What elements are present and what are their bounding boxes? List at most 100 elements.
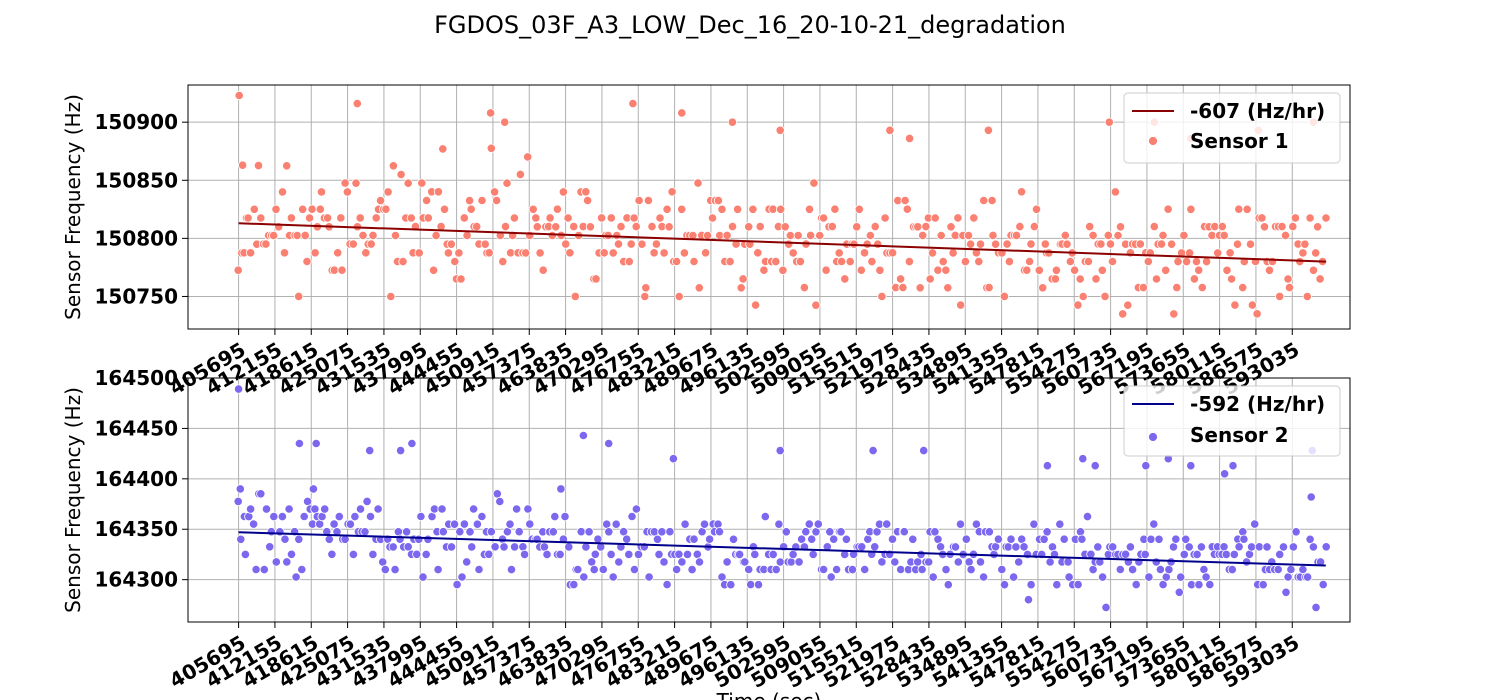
data-point <box>1219 542 1229 552</box>
data-point <box>771 564 781 575</box>
data-point <box>1031 204 1042 214</box>
data-point <box>1213 248 1223 258</box>
data-point <box>506 564 517 575</box>
data-point <box>916 549 926 560</box>
figure-title: FGDOS_03F_A3_LOW_Dec_16_20-10-21_degrada… <box>434 11 1066 39</box>
data-point <box>602 519 612 529</box>
data-point <box>485 108 496 118</box>
data-point <box>1110 187 1121 197</box>
data-point <box>1151 557 1161 567</box>
data-point <box>1135 239 1145 249</box>
data-point <box>845 256 855 267</box>
data-point <box>486 143 496 153</box>
y-axis-label-2: Sensor Frequency (Hz) <box>61 387 85 613</box>
data-point <box>403 178 413 188</box>
data-point <box>388 161 398 171</box>
data-point <box>371 213 381 223</box>
x-axis-label: Time (sec) <box>716 689 822 700</box>
data-point <box>606 213 616 223</box>
data-point <box>505 519 515 529</box>
data-point <box>345 519 355 529</box>
data-point <box>1311 248 1321 258</box>
data-point <box>840 274 850 284</box>
data-point <box>421 195 432 206</box>
data-point <box>1064 572 1074 582</box>
data-point <box>1014 557 1024 567</box>
data-point <box>421 549 431 560</box>
data-point <box>1096 239 1106 249</box>
data-point <box>414 248 424 258</box>
data-point <box>740 557 750 567</box>
y-tick-label: 164350 <box>95 517 179 541</box>
data-point <box>1113 230 1123 241</box>
data-point <box>726 580 736 590</box>
data-point <box>628 99 638 109</box>
data-point <box>856 265 866 275</box>
data-point <box>788 248 798 258</box>
data-point <box>727 117 738 127</box>
data-point <box>294 291 304 301</box>
data-point <box>304 213 315 223</box>
data-point <box>1176 572 1186 582</box>
data-point <box>722 557 732 567</box>
data-point <box>454 248 464 258</box>
data-point <box>997 564 1007 575</box>
data-point <box>299 511 309 522</box>
data-point <box>1277 222 1287 232</box>
data-point <box>674 549 684 559</box>
data-point <box>1055 519 1065 529</box>
data-point <box>280 534 290 544</box>
data-point <box>1156 239 1167 249</box>
data-point <box>608 248 618 258</box>
data-point <box>561 239 571 249</box>
data-point <box>1245 239 1256 249</box>
data-point <box>315 204 325 214</box>
data-point <box>1088 564 1098 575</box>
data-point <box>1006 534 1016 544</box>
data-point <box>694 557 705 567</box>
fit-line <box>238 531 1326 567</box>
data-point <box>938 256 948 267</box>
data-point <box>406 213 416 223</box>
data-point <box>1026 580 1036 590</box>
data-point <box>599 248 609 258</box>
data-point <box>576 527 586 537</box>
data-point <box>825 527 835 537</box>
data-point <box>704 534 715 544</box>
data-point <box>414 534 424 544</box>
data-point <box>890 557 900 567</box>
data-point <box>277 511 287 522</box>
data-point <box>342 187 352 197</box>
data-point <box>993 534 1004 544</box>
data-point <box>490 542 500 552</box>
data-point <box>1262 542 1272 552</box>
data-point <box>882 519 892 529</box>
data-point <box>502 178 512 188</box>
data-point <box>1275 291 1285 301</box>
data-point <box>748 542 759 552</box>
data-point <box>438 527 448 537</box>
data-point <box>759 265 769 275</box>
data-point <box>1155 564 1166 575</box>
data-point <box>1090 461 1100 471</box>
data-point <box>870 222 880 232</box>
data-point <box>913 222 923 232</box>
data-point <box>776 204 786 214</box>
data-point <box>771 256 781 267</box>
data-point <box>674 291 684 302</box>
data-point <box>748 204 758 214</box>
data-point <box>1029 222 1040 232</box>
data-point <box>480 239 490 249</box>
data-point <box>492 489 502 499</box>
data-point <box>240 549 250 560</box>
data-point <box>1234 204 1244 214</box>
data-point <box>1078 454 1088 464</box>
data-point <box>1029 519 1039 529</box>
data-point <box>584 527 594 537</box>
data-point <box>1169 309 1179 319</box>
data-point <box>582 195 593 206</box>
data-point <box>1186 204 1196 214</box>
data-point <box>921 222 931 232</box>
data-point <box>244 511 254 522</box>
data-point <box>545 213 555 223</box>
